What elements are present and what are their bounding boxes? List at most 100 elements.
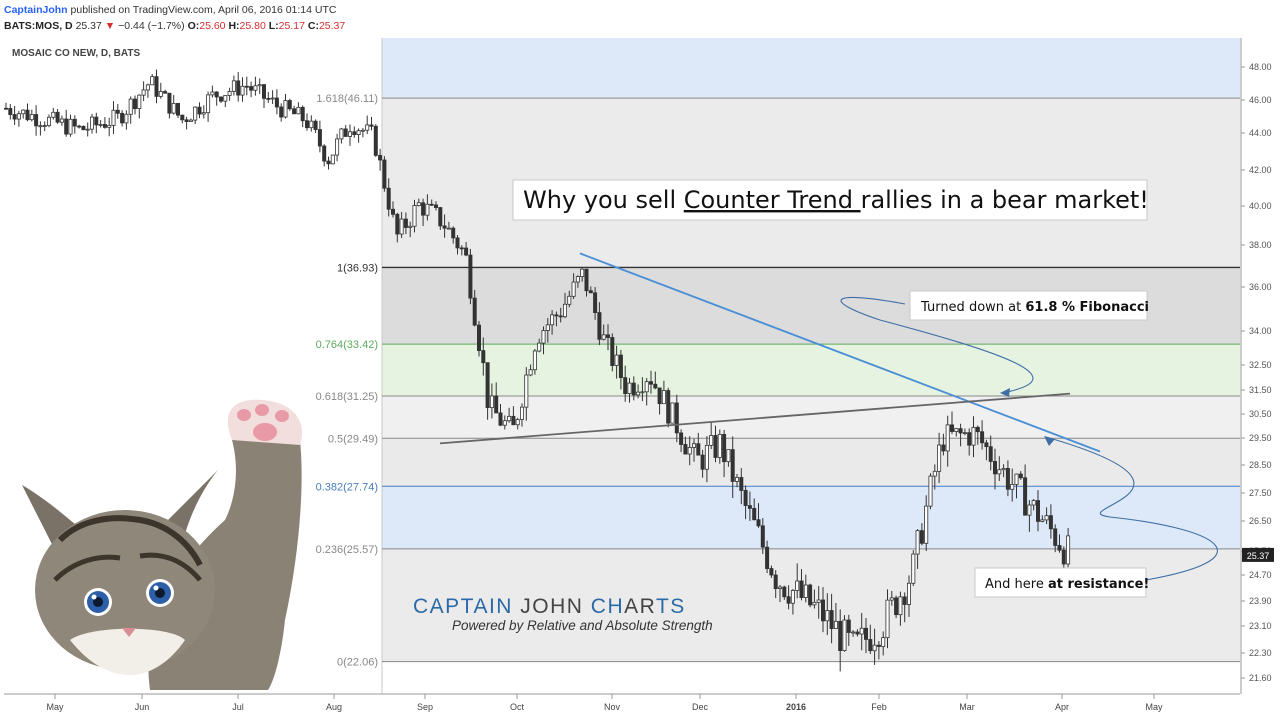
x-tick-label: Nov (604, 702, 621, 712)
candle (902, 596, 907, 605)
candle (124, 113, 129, 124)
candle (90, 116, 95, 130)
candle (1018, 473, 1023, 479)
candle (610, 337, 615, 366)
candle (640, 391, 645, 394)
candle (881, 637, 886, 647)
candle (1053, 528, 1058, 546)
candle (752, 508, 757, 521)
candle (808, 584, 813, 606)
y-tick-label: 34.00 (1249, 326, 1272, 336)
candle (403, 218, 408, 228)
candle (743, 490, 748, 506)
kitten-shape (35, 510, 215, 670)
candle (1044, 515, 1049, 521)
annotation-arrow-bottom (1045, 436, 1218, 581)
candle (42, 125, 47, 127)
y-tick-label: 48.00 (1249, 62, 1272, 72)
brand-part: CH (591, 595, 624, 618)
last-price-badge (1242, 547, 1274, 562)
candle (919, 530, 924, 544)
candle (631, 382, 636, 396)
candle (59, 118, 64, 123)
x-tick-label: May (46, 702, 64, 712)
brand-part: TS (656, 595, 686, 618)
candle (266, 97, 271, 100)
candle (421, 202, 426, 216)
candle (958, 428, 963, 434)
candle (231, 80, 236, 92)
x-tick-label: 2016 (786, 702, 806, 712)
close-value: 25.37 (318, 20, 346, 32)
candle (132, 98, 137, 110)
candle (567, 295, 572, 305)
candle (941, 444, 946, 452)
annotation-text-bottom: And here at resistance! (985, 577, 1149, 592)
candle (339, 128, 344, 140)
headline-part: rallies in a bear market! (861, 186, 1149, 214)
open-value: 25.60 (199, 20, 226, 32)
fib-level-label: 0.382(27.74) (316, 481, 378, 493)
candle (670, 402, 675, 424)
candle (528, 369, 533, 376)
candle (468, 254, 473, 299)
candle (907, 582, 912, 605)
y-tick-label: 36.00 (1249, 282, 1272, 292)
candle (77, 125, 82, 128)
candle (924, 505, 929, 544)
candle (846, 619, 851, 633)
candle (390, 208, 395, 215)
candle (137, 94, 142, 110)
candle (683, 444, 688, 455)
candle (980, 431, 985, 444)
symbol-label: BATS:MOS, D (4, 20, 73, 32)
rising-trendline (439, 392, 1071, 445)
kitten-shape (155, 588, 165, 598)
candle (347, 131, 352, 137)
candle (799, 580, 804, 598)
candle (292, 108, 297, 115)
candle (326, 160, 331, 165)
kitten-shape (93, 597, 103, 607)
candle (885, 599, 890, 639)
y-tick-label: 30.50 (1249, 409, 1272, 419)
open-label: O: (187, 20, 200, 32)
annotation-box-bottom (974, 567, 1147, 598)
x-tick-label: Sep (417, 702, 433, 712)
candle (545, 324, 550, 331)
candle (4, 107, 9, 110)
y-tick-label: 24.70 (1249, 570, 1272, 580)
candle (236, 80, 241, 96)
candle (171, 103, 176, 114)
candle (700, 454, 705, 470)
kitten-shape (122, 628, 136, 637)
y-tick-label: 21.60 (1249, 673, 1272, 683)
candle (94, 116, 99, 126)
candle (1010, 484, 1015, 490)
kitten-shape (237, 409, 251, 421)
candle (532, 350, 537, 371)
kitten-waving-photo-icon (22, 399, 303, 690)
y-tick-label: 22.30 (1249, 648, 1272, 658)
candle (984, 442, 989, 448)
candle (1027, 504, 1032, 516)
candle (653, 383, 658, 389)
candle (21, 109, 26, 115)
candle (1023, 477, 1028, 516)
price-axis-background (1241, 38, 1280, 694)
chart-title: MOSAIC CO NEW, D, BATS (12, 48, 140, 59)
candle (145, 84, 150, 91)
candle (317, 129, 322, 147)
candle (111, 109, 116, 126)
x-tick-label: Dec (692, 702, 709, 712)
candle (945, 424, 950, 452)
x-tick-label: Mar (959, 702, 975, 712)
brand-part: AR (624, 595, 656, 618)
kitten-shape (53, 554, 121, 582)
candle (408, 225, 413, 228)
headline-box (512, 179, 1148, 221)
candle (864, 627, 869, 640)
author-link[interactable]: CaptainJohn (4, 4, 68, 16)
candle (601, 334, 606, 340)
candle (760, 525, 765, 548)
